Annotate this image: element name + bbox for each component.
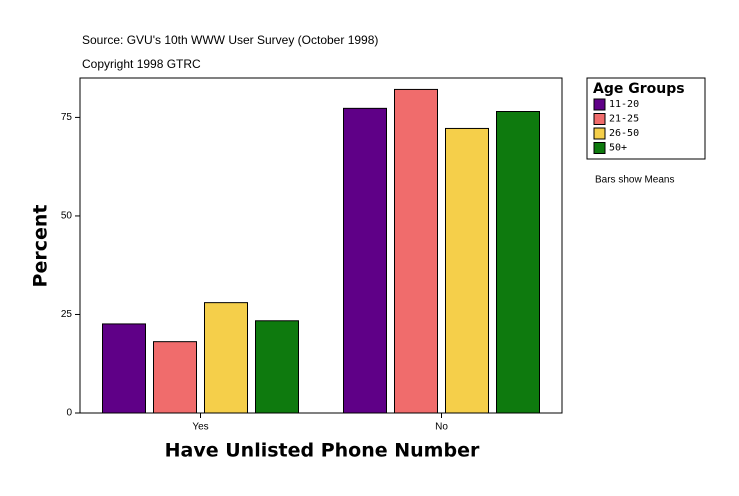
legend-swatch [593,113,606,125]
plot-frame [79,77,563,414]
legend-label: 26-50 [609,128,639,139]
bar [343,107,387,414]
y-tick-label: 25 [61,309,73,320]
y-tick-label: 75 [61,112,73,123]
bar [204,302,248,414]
legend-label: 50+ [609,143,627,154]
bar [255,320,299,414]
y-tick-label: 50 [61,211,73,222]
legend-box [586,77,706,160]
chart-title: Source: GVU's 10th WWW User Survey (Octo… [82,33,378,47]
y-tick-label: 0 [66,408,72,419]
x-tick-label: No [435,422,448,433]
bar [394,88,438,414]
bar [102,323,146,414]
legend-swatch [593,142,606,154]
bar [153,341,197,414]
note: Bars show Means [595,175,674,186]
legend-swatch [593,127,606,140]
y-axis-title: Percent [30,205,52,288]
bar [445,127,489,414]
x-tick-label: Yes [192,422,208,433]
legend-title: Age Groups [593,81,685,97]
chart-subtitle: Copyright 1998 GTRC [82,57,201,71]
legend-label: 21-25 [609,114,639,125]
legend-swatch [593,98,606,111]
bar [496,111,540,414]
legend-label: 11-20 [609,99,639,110]
x-axis-title: Have Unlisted Phone Number [165,440,480,462]
